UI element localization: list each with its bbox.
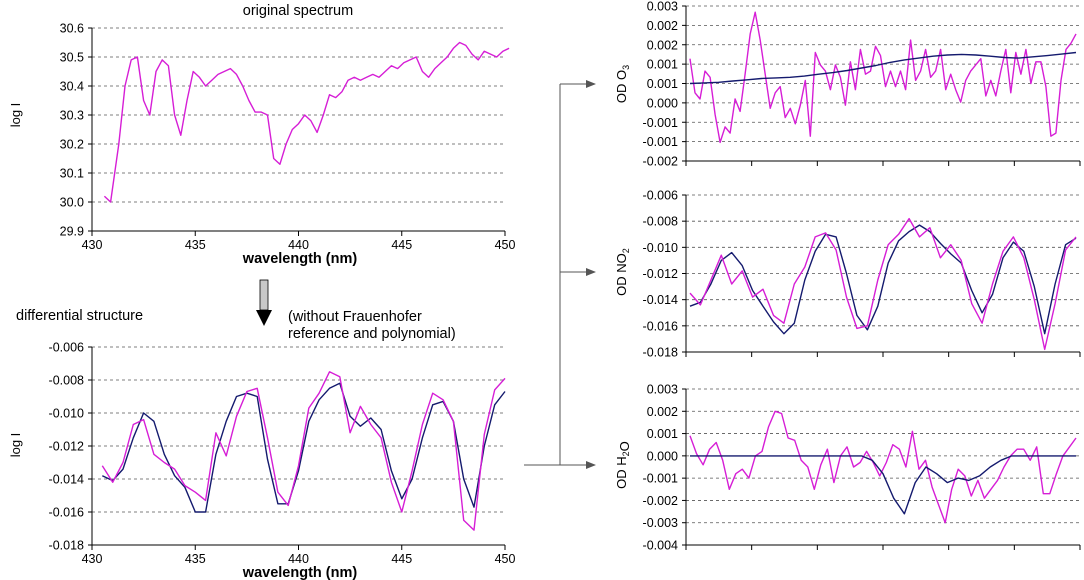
original-x-tick-label: 440 — [288, 238, 309, 252]
differential-x-tick-label: 450 — [495, 552, 516, 566]
original-series-line-measured — [103, 41, 510, 203]
od-no2-y-tick-label: -0.014 — [643, 293, 678, 307]
od-o3-y-tick-label: -0.002 — [643, 155, 678, 169]
original-y-tick-label: 30.5 — [60, 51, 84, 65]
od-h2o-y-tick-label: -0.001 — [643, 472, 678, 486]
original-y-axis-label: log I — [8, 103, 23, 128]
original-y-tick-label: 30.2 — [60, 138, 84, 152]
differential-y-tick-label: -0.010 — [49, 407, 84, 421]
od-o3-series-line-measured — [689, 11, 1077, 144]
differential-y-axis-label: log I — [8, 433, 23, 458]
differential-structure-label: differential structure — [16, 308, 143, 324]
od-no2-y-axis-label: OD NO2 — [614, 248, 631, 296]
od-h2o-y-tick-label: -0.004 — [643, 539, 678, 553]
od-o3-y-tick-label: 0.001 — [647, 58, 678, 72]
od-h2o-y-axis-label: OD H2O — [614, 441, 632, 489]
original-spectrum-title: original spectrum — [243, 3, 353, 19]
differential-x-tick-label: 435 — [185, 552, 206, 566]
od-o3-y-tick-label: 0.002 — [647, 19, 678, 33]
od-no2-series-line-measured — [689, 217, 1077, 351]
od-h2o-y-tick-label: 0.000 — [647, 449, 678, 463]
svg-text:OD NO2: OD NO2 — [614, 248, 631, 296]
chart-differential-structure: -0.006 -0.008 -0.010 -0.012 -0.014 -0.016 -0.0… — [8, 341, 515, 580]
od-o3-y-tick-label: 0.003 — [647, 0, 678, 14]
svg-text:OD H2O: OD H2O — [614, 441, 632, 489]
differential-y-tick-label: -0.016 — [49, 506, 84, 520]
differential-y-tick-label: -0.018 — [49, 539, 84, 553]
od-o3-y-tick-label: 0.000 — [647, 96, 678, 110]
differential-x-tick-label: 430 — [82, 552, 103, 566]
chart-od-h2o: 0.003 0.002 0.001 0.000 -0.001 -0.002 -0.003 -0… — [614, 383, 1081, 553]
od-h2o-y-tick-label: -0.002 — [643, 494, 678, 508]
reference-polynomial-label: reference and polynomial) — [288, 326, 456, 342]
original-x-axis-label: wavelength (nm) — [242, 251, 358, 267]
bracket-connector — [524, 80, 596, 469]
chart-od-o3: 0.003 0.002 0.002 0.001 0.001 0.000 -0.001 -0.0… — [614, 0, 1081, 169]
original-y-tick-label: 30.4 — [60, 80, 84, 94]
svg-text:OD O3: OD O3 — [614, 65, 631, 103]
od-h2o-y-tick-label: 0.001 — [647, 427, 678, 441]
differential-y-tick-label: -0.014 — [49, 473, 84, 487]
od-no2-y-tick-label: -0.008 — [643, 215, 678, 229]
without-frauenhofer-label: (without Frauenhofer — [288, 309, 422, 325]
od-no2-y-tick-label: -0.006 — [643, 189, 678, 203]
original-x-tick-label: 430 — [82, 238, 103, 252]
od-o3-y-tick-label: -0.001 — [643, 135, 678, 149]
differential-x-tick-label: 445 — [391, 552, 412, 566]
differential-x-axis-label: wavelength (nm) — [242, 565, 358, 580]
od-o3-y-tick-label: -0.001 — [643, 116, 678, 130]
chart-od-no2: -0.006 -0.008 -0.010 -0.012 -0.014 -0.016 -0.0… — [614, 189, 1081, 360]
original-x-tick-label: 435 — [185, 238, 206, 252]
original-y-tick-label: 30.1 — [60, 167, 84, 181]
od-no2-y-tick-label: -0.012 — [643, 267, 678, 281]
od-no2-y-tick-label: -0.016 — [643, 319, 678, 333]
od-h2o-y-tick-label: -0.003 — [643, 516, 678, 530]
od-no2-y-tick-label: -0.018 — [643, 346, 678, 360]
differential-y-tick-label: -0.006 — [49, 341, 84, 355]
original-y-tick-label: 30.0 — [60, 196, 84, 210]
original-x-tick-label: 450 — [495, 238, 516, 252]
od-o3-y-axis-label: OD O3 — [614, 65, 631, 103]
differential-y-tick-label: -0.008 — [49, 374, 84, 388]
differential-y-tick-label: -0.012 — [49, 440, 84, 454]
od-h2o-series-line-fitted — [690, 455, 1076, 515]
od-o3-series-line-fitted — [689, 51, 1077, 85]
differential-x-tick-label: 440 — [288, 552, 309, 566]
differential-series-line-measured — [101, 371, 506, 531]
od-no2-series-line-fitted — [689, 224, 1077, 335]
original-y-tick-label: 29.9 — [60, 225, 84, 239]
chart-original-spectrum: original spectrum 30.6 30.5 30.4 30.3 30.2 30… — [8, 3, 515, 267]
od-no2-y-tick-label: -0.010 — [643, 241, 678, 255]
down-arrow — [256, 279, 272, 326]
od-o3-y-tick-label: 0.001 — [647, 77, 678, 91]
original-x-tick-label: 445 — [391, 238, 412, 252]
od-h2o-y-tick-label: 0.002 — [647, 405, 678, 419]
original-y-tick-label: 30.6 — [60, 22, 84, 36]
od-o3-y-tick-label: 0.002 — [647, 38, 678, 52]
od-h2o-y-tick-label: 0.003 — [647, 383, 678, 397]
original-y-tick-label: 30.3 — [60, 109, 84, 123]
od-h2o-series-line-measured — [689, 410, 1077, 524]
